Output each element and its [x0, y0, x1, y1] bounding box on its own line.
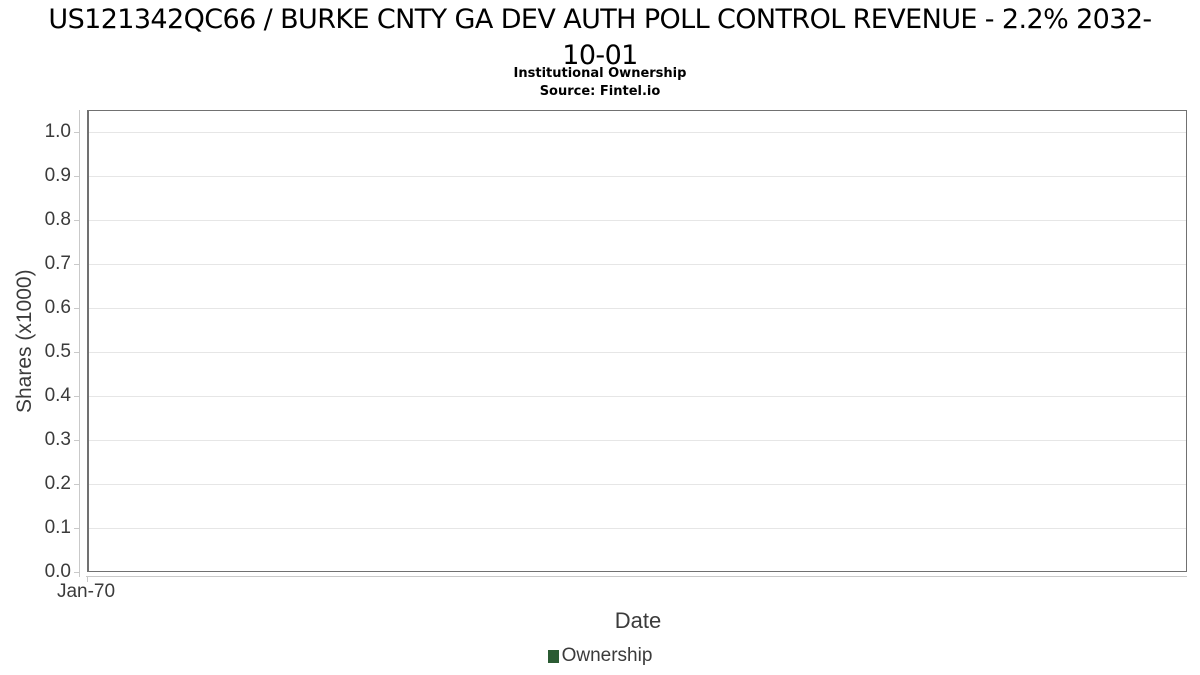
- y-tick-mark: [74, 220, 79, 221]
- y-gridline: [88, 264, 1187, 265]
- y-tick-label: 0.2: [44, 473, 71, 494]
- y-gridline: [88, 176, 1187, 177]
- y-tick-mark: [74, 176, 79, 177]
- y-tick-label: 0.4: [44, 385, 71, 406]
- y-tick-mark: [74, 352, 79, 353]
- y-tick-mark: [74, 528, 79, 529]
- y-tick-label: 0.9: [44, 165, 71, 186]
- y-tick-label: 0.7: [44, 253, 71, 274]
- chart-subtitle: Institutional Ownership: [513, 66, 687, 81]
- y-tick-mark: [74, 572, 79, 573]
- y-gridline: [88, 352, 1187, 353]
- x-axis-title: Date: [614, 608, 662, 633]
- plot-area: [87, 110, 1187, 572]
- y-axis-line: [79, 110, 80, 577]
- y-gridline: [88, 132, 1187, 133]
- y-tick-mark: [74, 484, 79, 485]
- x-axis-line: [86, 576, 1187, 577]
- y-tick-mark: [74, 132, 79, 133]
- y-tick-mark: [74, 440, 79, 441]
- y-tick-label: 0.5: [44, 341, 71, 362]
- y-tick-label: 0.0: [44, 561, 71, 582]
- y-tick-mark: [74, 264, 79, 265]
- y-gridline: [88, 308, 1187, 309]
- legend-item-ownership[interactable]: Ownership: [0, 645, 1200, 667]
- y-tick-label: 0.3: [44, 429, 71, 450]
- y-tick-label: 0.1: [44, 517, 71, 538]
- y-gridline: [88, 220, 1187, 221]
- y-gridline: [88, 440, 1187, 441]
- y-gridline: [88, 528, 1187, 529]
- legend-swatch-icon: [547, 649, 559, 663]
- legend-label: Ownership: [561, 645, 653, 666]
- y-gridline: [88, 396, 1187, 397]
- y-tick-label: 0.8: [44, 209, 71, 230]
- y-tick-label: 0.6: [44, 297, 71, 318]
- y-tick-mark: [74, 396, 79, 397]
- x-tick-mark: [87, 577, 88, 582]
- chart-title-line2: 10-01: [562, 40, 638, 71]
- y-tick-label: 1.0: [44, 121, 71, 142]
- x-tick-label: Jan-70: [56, 581, 116, 602]
- chart-title-line1: US121342QC66 / BURKE CNTY GA DEV AUTH PO…: [48, 4, 1152, 35]
- y-gridline: [88, 484, 1187, 485]
- chart-title: US121342QC66 / BURKE CNTY GA DEV AUTH PO…: [0, 2, 1200, 74]
- y-tick-mark: [74, 308, 79, 309]
- chart-source-credit: Source: Fintel.io: [539, 84, 661, 99]
